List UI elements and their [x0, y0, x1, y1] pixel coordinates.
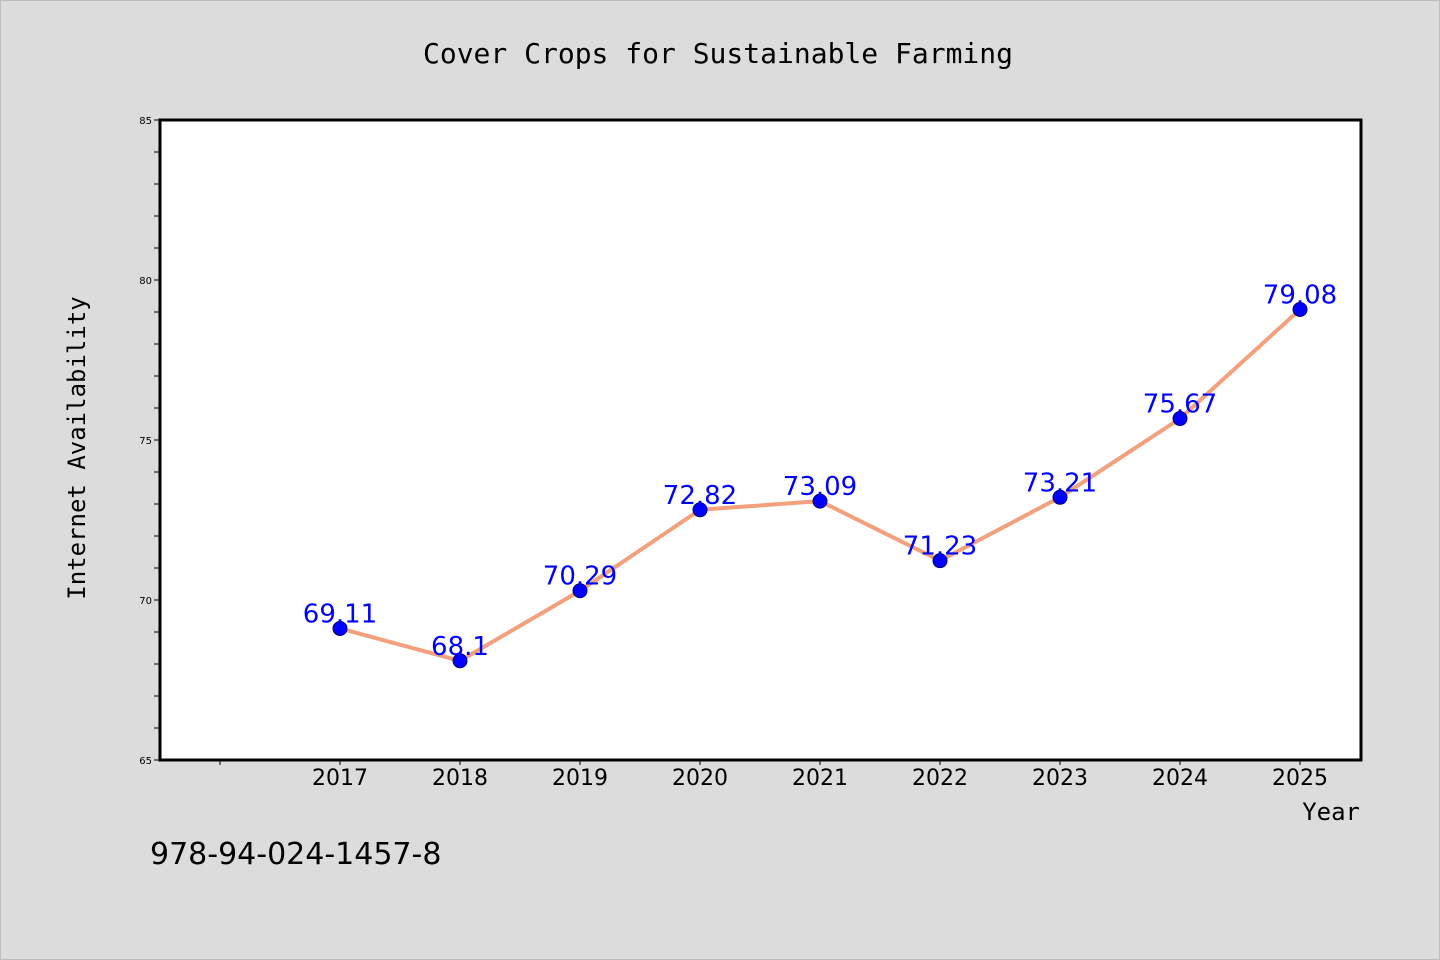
data-labels: 69.11 68.1 70.29 72.82 73.09 71.23 73.21 75.67 7…: [303, 280, 1337, 661]
series-markers: [332, 301, 1308, 669]
chart-title: Cover Crops for Sustainable Farming: [423, 37, 1013, 70]
x-tick-label: 2023: [1032, 766, 1088, 791]
x-tick-label: 2020: [672, 766, 728, 791]
y-tick-label: 70: [139, 596, 152, 607]
x-tick-label: 2019: [552, 766, 608, 791]
x-tick-label: 2021: [792, 766, 848, 791]
data-point: [1292, 301, 1308, 317]
data-point: [452, 653, 468, 669]
x-tick-label: 2024: [1152, 766, 1208, 791]
y-axis-title: Internet Availability: [63, 296, 91, 599]
y-tick-label: 85: [139, 116, 152, 127]
data-point: [812, 493, 828, 509]
y-tick-label: 65: [139, 756, 152, 767]
data-label: 75.67: [1143, 390, 1217, 420]
data-point: [1172, 411, 1188, 427]
data-label: 73.09: [783, 472, 857, 502]
data-point: [332, 620, 348, 636]
data-label: 73.21: [1023, 468, 1097, 498]
x-tick-label: 2018: [432, 766, 488, 791]
data-label: 70.29: [543, 562, 617, 592]
y-tick-label: 75: [139, 436, 152, 447]
x-axis-ticks: 2017 2018 2019 2020 2021 2022 2023 2024 2025: [219, 760, 1328, 791]
x-tick-label: 2022: [912, 766, 968, 791]
x-axis-title: Year: [1302, 798, 1360, 826]
data-point: [932, 553, 948, 569]
plot-area: [160, 120, 1361, 760]
x-tick-label: 2025: [1272, 766, 1328, 791]
data-point: [692, 502, 708, 518]
data-label: 68.1: [431, 632, 489, 662]
data-point: [1052, 489, 1068, 505]
isbn-footer: 978-94-024-1457-8: [150, 837, 441, 872]
data-label: 72.82: [663, 481, 737, 511]
x-tick-label: 2017: [312, 766, 368, 791]
data-label: 79.08: [1263, 280, 1337, 310]
data-label: 69.11: [303, 599, 377, 629]
data-point: [572, 583, 588, 599]
y-axis-ticks: 65 70 75 80 85: [139, 116, 160, 767]
data-label: 71.23: [903, 532, 977, 562]
plot-border: [158, 118, 1363, 762]
y-tick-label: 80: [139, 276, 152, 287]
